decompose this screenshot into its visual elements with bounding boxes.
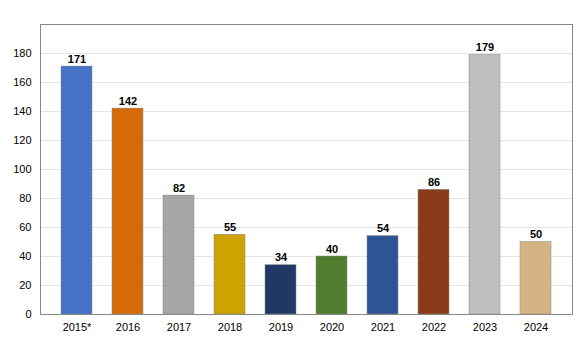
svg-text:2020: 2020 — [320, 321, 344, 333]
svg-text:60: 60 — [19, 221, 31, 233]
svg-text:142: 142 — [119, 95, 137, 107]
svg-text:2024: 2024 — [524, 321, 548, 333]
svg-text:80: 80 — [19, 192, 31, 204]
svg-text:2017: 2017 — [167, 321, 191, 333]
svg-text:50: 50 — [530, 228, 542, 240]
svg-text:140: 140 — [13, 105, 31, 117]
svg-text:2019: 2019 — [269, 321, 293, 333]
svg-text:2023: 2023 — [473, 321, 497, 333]
svg-text:54: 54 — [377, 222, 390, 234]
svg-text:20: 20 — [19, 279, 31, 291]
svg-text:34: 34 — [275, 251, 288, 263]
svg-text:86: 86 — [428, 176, 440, 188]
svg-text:0: 0 — [25, 308, 31, 320]
svg-text:82: 82 — [173, 182, 185, 194]
svg-text:2018: 2018 — [218, 321, 242, 333]
svg-text:171: 171 — [68, 53, 86, 65]
svg-text:40: 40 — [326, 243, 338, 255]
svg-text:160: 160 — [13, 76, 31, 88]
svg-text:55: 55 — [224, 221, 236, 233]
svg-text:180: 180 — [13, 47, 31, 59]
svg-text:40: 40 — [19, 250, 31, 262]
svg-text:2015*: 2015* — [63, 321, 92, 333]
svg-text:179: 179 — [476, 41, 494, 53]
svg-text:120: 120 — [13, 134, 31, 146]
svg-text:100: 100 — [13, 163, 31, 175]
svg-text:2022: 2022 — [422, 321, 446, 333]
svg-text:2021: 2021 — [371, 321, 395, 333]
svg-text:2016: 2016 — [116, 321, 140, 333]
